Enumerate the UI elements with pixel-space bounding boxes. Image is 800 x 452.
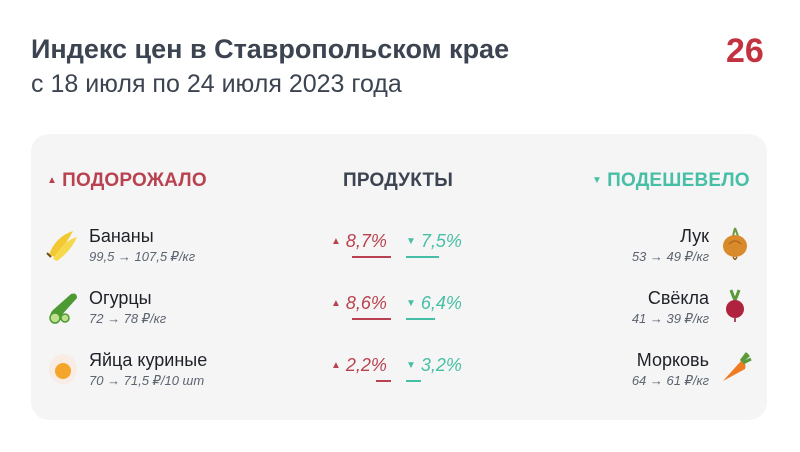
page-subtitle: с 18 июля по 24 июля 2023 года — [31, 70, 402, 98]
pct-bar-down-onion — [406, 256, 439, 258]
item-name-cucumber: Огурцы — [89, 288, 152, 308]
logo-26: 26 — [726, 32, 764, 70]
pct-down-onion: ▼ 7,5% — [406, 231, 462, 251]
item-name-beet: Свёкла — [647, 288, 709, 308]
item-price-eggs: 70 → 71,5 ₽/10 шт — [89, 373, 205, 388]
triangle-up-icon: ▲ — [47, 175, 58, 186]
item-price-beet: 41 → 39 ₽/кг — [631, 311, 709, 326]
pct-up-eggs: ▲ 2,2% — [331, 355, 387, 375]
item-price-onion: 53 → 49 ₽/кг — [631, 249, 709, 264]
svg-text:26: 26 — [726, 32, 764, 70]
price-table-card — [31, 134, 767, 420]
pct-down-carrot: ▼ 3,2% — [406, 355, 462, 375]
pct-bar-down-carrot — [406, 380, 421, 382]
pct-bar-up-banana — [352, 256, 391, 258]
pct-bar-down-beet — [406, 318, 435, 320]
onion-icon — [723, 227, 747, 260]
item-name-eggs: Яйца куриные — [89, 350, 208, 370]
pct-bar-up-eggs — [376, 380, 391, 382]
carrot-icon — [723, 352, 752, 381]
triangle-down-icon: ▼ — [592, 175, 603, 186]
pct-up-cucumber: ▲ 8,6% — [331, 293, 387, 313]
item-price-carrot: 64 → 61 ₽/кг — [631, 373, 709, 388]
item-name-carrot: Морковь — [636, 350, 709, 370]
beet-icon — [726, 289, 744, 322]
page-title: Индекс цен в Ставропольском крае — [31, 34, 510, 64]
item-price-banana: 99,5 → 107,5 ₽/кг — [89, 249, 196, 264]
egg-icon — [49, 354, 77, 384]
item-name-banana: Бананы — [89, 226, 154, 246]
pct-bar-up-cucumber — [352, 318, 391, 320]
pct-down-beet: ▼ 6,4% — [406, 293, 462, 313]
item-price-cucumber: 72 → 78 ₽/кг — [89, 311, 167, 326]
cucumber-icon — [49, 293, 77, 324]
column-header-down: ▼ ПОДЕШЕВЕЛО — [592, 170, 750, 191]
column-header-up: ▲ ПОДОРОЖАЛО — [47, 170, 207, 191]
banana-icon — [46, 231, 77, 261]
pct-up-banana: ▲ 8,7% — [331, 231, 387, 251]
item-name-onion: Лук — [680, 226, 709, 246]
column-header-products: ПРОДУКТЫ — [343, 170, 454, 191]
